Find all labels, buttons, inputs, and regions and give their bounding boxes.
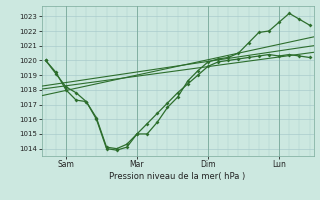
X-axis label: Pression niveau de la mer( hPa ): Pression niveau de la mer( hPa ) [109, 172, 246, 181]
